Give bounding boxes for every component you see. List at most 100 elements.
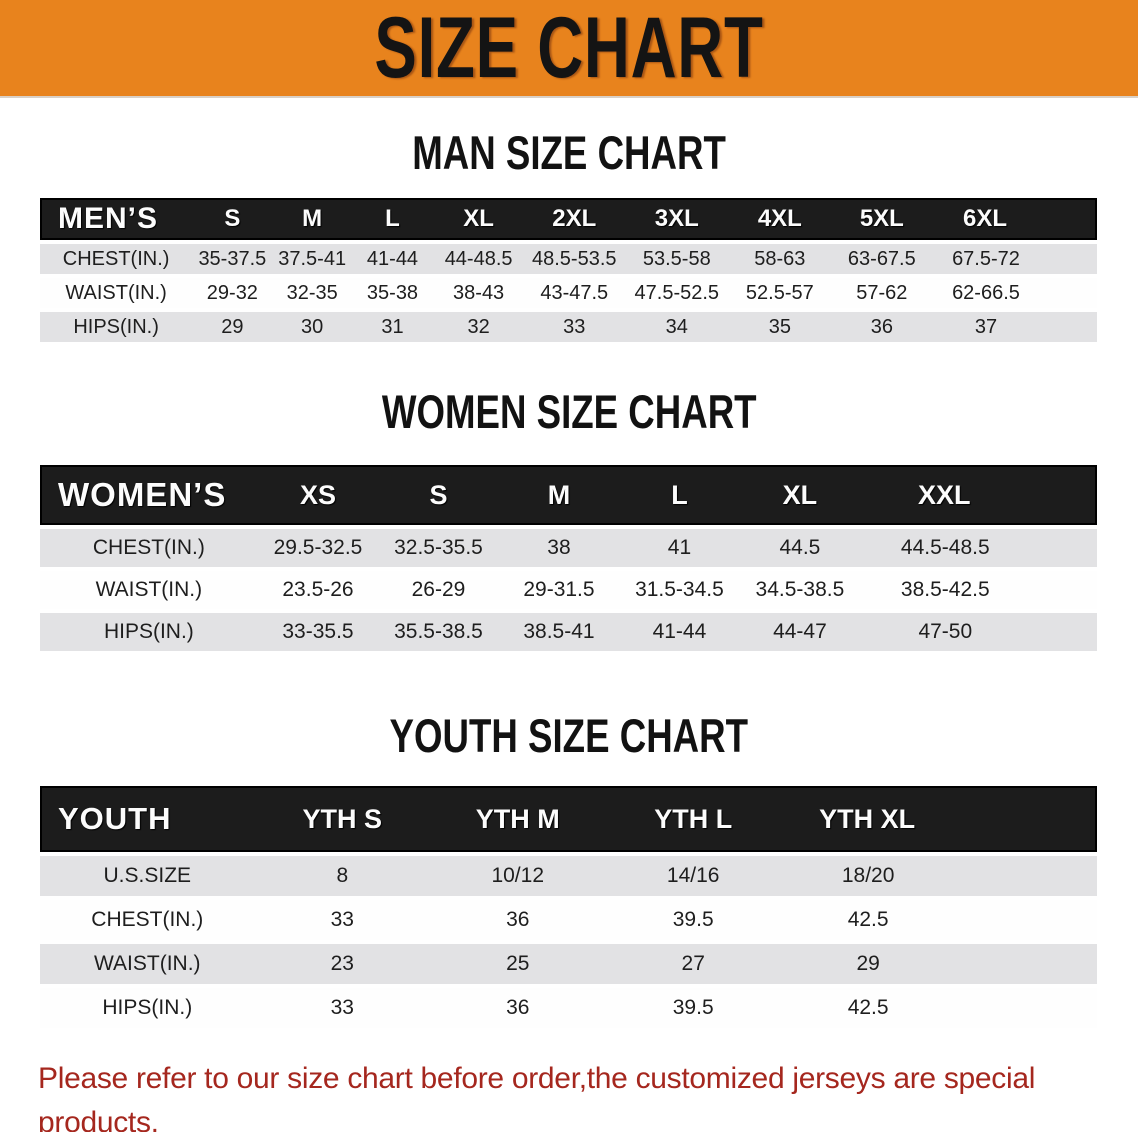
size-column-header: XS [257, 465, 379, 525]
measurement-row: U.S.SIZE 8 10/12 14/16 18/20 [40, 856, 1097, 896]
size-table-body: CHEST(IN.) 35-37.5 37.5-41 41-44 44-48.5 48.5… [40, 244, 1097, 342]
measurement-row: WAIST(IN.) 23 25 27 29 [40, 944, 1097, 984]
women-section-heading: WOMEN SIZE CHART [381, 385, 757, 438]
measurement-value: 62-66.5 [933, 278, 1097, 308]
measurement-value: 35.5-38.5 [378, 613, 499, 651]
measurement-value: 47-50 [860, 613, 1097, 651]
men-size-table: MEN’S S M L XL 2XL 3XL 4XL 5XL 6XL CHEST(IN.) 35-37… [40, 194, 1097, 346]
row-label: CHEST(IN.) [40, 529, 258, 567]
measurement-value: 57-62 [830, 278, 934, 308]
measurement-row: HIPS(IN.) 33 36 39.5 42.5 [40, 988, 1097, 1028]
size-column-header: M [272, 198, 352, 240]
row-label: HIPS(IN.) [40, 613, 258, 651]
measurement-value: 33 [254, 988, 431, 1028]
measurement-value: 38-43 [433, 278, 525, 308]
measurement-value: 14/16 [605, 856, 781, 896]
measurement-value: 44.5 [739, 529, 861, 567]
size-column-header: YTH XL [780, 786, 1097, 852]
size-table-body: CHEST(IN.) 29.5-32.5 32.5-35.5 38 41 44.5 44.5… [40, 529, 1097, 651]
size-column-header: XL [433, 198, 525, 240]
women-section: WOMEN SIZE CHART WOMEN’S XS S M L XL XXL CHEST(… [0, 388, 1138, 655]
measurement-value: 10/12 [430, 856, 606, 896]
order-notice: Please refer to our size chart before or… [0, 1057, 1138, 1132]
measurement-value: 31.5-34.5 [619, 571, 740, 609]
table-title-cell: MEN’S [40, 198, 193, 240]
youth-section: YOUTH SIZE CHART YOUTH YTH S YTH M YTH L YTH… [0, 712, 1138, 1032]
measurement-value: 29 [780, 944, 1097, 984]
row-label: HIPS(IN.) [40, 312, 193, 342]
measurement-value: 36 [430, 900, 606, 940]
measurement-value: 44.5-48.5 [860, 529, 1097, 567]
table-title-cell: WOMEN’S [40, 465, 258, 525]
page-title: SIZE CHART [374, 0, 764, 96]
measurement-value: 26-29 [378, 571, 499, 609]
men-section-heading: MAN SIZE CHART [412, 126, 726, 179]
size-column-header: XXL [860, 465, 1097, 525]
measurement-value: 37.5-41 [272, 244, 352, 274]
measurement-value: 52.5-57 [729, 278, 831, 308]
measurement-row: HIPS(IN.) 33-35.5 35.5-38.5 38.5-41 41-44 44-… [40, 613, 1097, 651]
row-label: CHEST(IN.) [40, 244, 193, 274]
youth-size-table: YOUTH YTH S YTH M YTH L YTH XL U.S.SIZE 8 10/12… [40, 782, 1097, 1032]
size-column-header: YTH S [254, 786, 431, 852]
measurement-value: 29 [192, 312, 273, 342]
size-column-header: 3XL [624, 198, 730, 240]
size-column-header: L [351, 198, 434, 240]
table-title-cell: YOUTH [40, 786, 255, 852]
size-column-header: 6XL [933, 198, 1097, 240]
measurement-value: 32-35 [272, 278, 352, 308]
size-column-header: L [619, 465, 740, 525]
measurement-value: 33-35.5 [257, 613, 379, 651]
size-column-header: S [378, 465, 499, 525]
measurement-value: 35-37.5 [192, 244, 273, 274]
measurement-value: 47.5-52.5 [624, 278, 730, 308]
size-column-header: 4XL [729, 198, 831, 240]
measurement-value: 34.5-38.5 [739, 571, 861, 609]
measurement-value: 67.5-72 [933, 244, 1097, 274]
measurement-value: 35-38 [351, 278, 434, 308]
measurement-value: 32.5-35.5 [378, 529, 499, 567]
measurement-value: 29-31.5 [498, 571, 620, 609]
measurement-value: 41 [619, 529, 740, 567]
size-column-header: XL [739, 465, 861, 525]
measurement-value: 39.5 [605, 988, 781, 1028]
measurement-value: 31 [351, 312, 434, 342]
size-header-row: WOMEN’S XS S M L XL XXL [40, 465, 1097, 525]
measurement-value: 48.5-53.5 [524, 244, 625, 274]
measurement-value: 23 [254, 944, 431, 984]
measurement-value: 44-48.5 [433, 244, 525, 274]
measurement-value: 44-47 [739, 613, 861, 651]
row-label: HIPS(IN.) [40, 988, 255, 1028]
youth-section-heading: YOUTH SIZE CHART [389, 709, 749, 762]
row-label: CHEST(IN.) [40, 900, 255, 940]
measurement-value: 36 [430, 988, 606, 1028]
measurement-value: 34 [624, 312, 730, 342]
measurement-value: 58-63 [729, 244, 831, 274]
notice-line-1: Please refer to our size chart before or… [38, 1062, 1036, 1132]
size-column-header: M [498, 465, 620, 525]
size-table-grid: MEN’S S M L XL 2XL 3XL 4XL 5XL 6XL CHEST(IN.) 35-37… [40, 194, 1097, 346]
size-table-head: WOMEN’S XS S M L XL XXL [40, 465, 1097, 525]
measurement-row: CHEST(IN.) 35-37.5 37.5-41 41-44 44-48.5 48.5… [40, 244, 1097, 274]
measurement-value: 41-44 [619, 613, 740, 651]
measurement-row: HIPS(IN.) 29 30 31 32 33 34 35 36 37 [40, 312, 1097, 342]
size-table-grid: YOUTH YTH S YTH M YTH L YTH XL U.S.SIZE 8 10/12… [40, 782, 1097, 1032]
size-table-head: YOUTH YTH S YTH M YTH L YTH XL [40, 786, 1097, 852]
measurement-value: 63-67.5 [830, 244, 934, 274]
measurement-value: 25 [430, 944, 606, 984]
measurement-value: 41-44 [351, 244, 434, 274]
size-table-grid: WOMEN’S XS S M L XL XXL CHEST(IN.) 29.5-32.5 32.5… [40, 461, 1097, 655]
measurement-value: 32 [433, 312, 525, 342]
row-label: WAIST(IN.) [40, 278, 193, 308]
size-column-header: S [192, 198, 273, 240]
measurement-value: 30 [272, 312, 352, 342]
measurement-value: 37 [933, 312, 1097, 342]
measurement-row: WAIST(IN.) 29-32 32-35 35-38 38-43 43-47.5 47.… [40, 278, 1097, 308]
size-column-header: 5XL [830, 198, 934, 240]
measurement-value: 8 [254, 856, 431, 896]
measurement-value: 27 [605, 944, 781, 984]
banner: SIZE CHART [0, 0, 1138, 98]
measurement-value: 23.5-26 [257, 571, 379, 609]
measurement-value: 29.5-32.5 [257, 529, 379, 567]
